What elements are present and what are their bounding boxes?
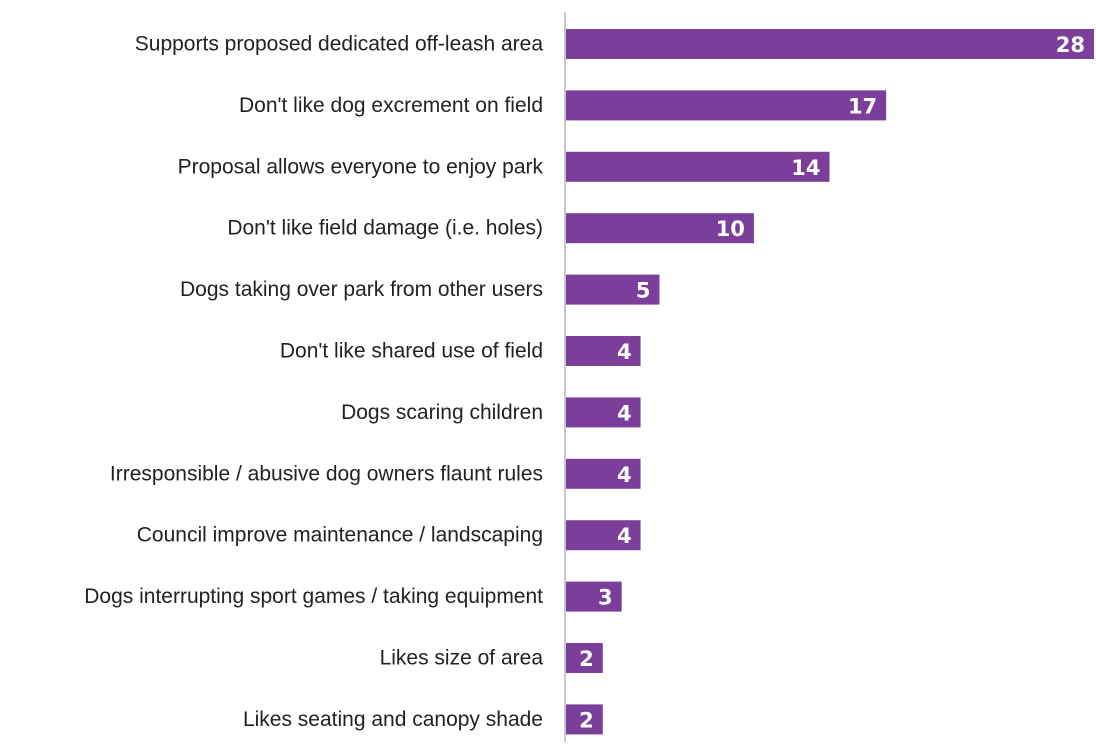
value-label: 10 [716, 217, 745, 241]
bar-row: Dogs scaring children 4 [341, 397, 641, 428]
bar [566, 29, 1094, 59]
category-label: Proposal allows everyone to enjoy park [178, 155, 544, 178]
bar-row: Don't like dog excrement on field 17 [239, 90, 887, 121]
category-label: Don't like shared use of field [280, 340, 543, 363]
value-label: 4 [617, 524, 632, 548]
category-label: Likes size of area [380, 647, 544, 670]
value-label: 17 [848, 94, 877, 118]
category-label: Don't like field damage (i.e. holes) [227, 217, 543, 240]
category-label: Irresponsible / abusive dog owners flaun… [110, 462, 543, 485]
bars-group: Supports proposed dedicated off-leash ar… [84, 29, 1094, 735]
bar [566, 336, 641, 366]
bar-row: Likes size of area 2 [380, 643, 603, 673]
bar-row: Proposal allows everyone to enjoy park 14 [178, 151, 830, 182]
value-label: 4 [617, 340, 632, 364]
bar-row: Council improve maintenance / landscapin… [137, 520, 641, 551]
category-label: Likes seating and canopy shade [243, 708, 543, 731]
category-label: Dogs interrupting sport games / taking e… [84, 585, 543, 608]
bar-row: Dogs taking over park from other users 5 [180, 274, 660, 305]
bar-row: Likes seating and canopy shade 2 [243, 704, 603, 735]
value-label: 2 [579, 647, 594, 671]
bar [566, 397, 641, 428]
bar [566, 90, 887, 121]
value-label: 5 [636, 279, 651, 303]
bar [566, 704, 603, 735]
bar [566, 581, 622, 612]
bar [566, 151, 830, 182]
category-label: Council improve maintenance / landscapin… [137, 524, 543, 547]
value-label: 4 [617, 401, 632, 425]
bar [566, 643, 603, 673]
bar-row: Irresponsible / abusive dog owners flaun… [110, 458, 641, 489]
value-label: 14 [791, 156, 820, 180]
bar-row: Supports proposed dedicated off-leash ar… [135, 29, 1094, 59]
category-label: Dogs scaring children [341, 401, 543, 424]
category-label: Don't like dog excrement on field [239, 94, 543, 117]
bar-row: Don't like shared use of field 4 [280, 336, 641, 366]
bar-row: Dogs interrupting sport games / taking e… [84, 581, 622, 612]
bar [566, 213, 754, 244]
value-label: 4 [617, 463, 632, 487]
value-label: 28 [1056, 33, 1085, 57]
value-label: 2 [579, 708, 594, 732]
value-label: 3 [598, 586, 613, 610]
bar [566, 520, 641, 551]
bar [566, 458, 641, 489]
bar-row: Don't like field damage (i.e. holes) 10 [227, 213, 754, 244]
bar [566, 274, 660, 305]
category-label: Supports proposed dedicated off-leash ar… [135, 33, 544, 56]
category-label: Dogs taking over park from other users [180, 278, 543, 301]
